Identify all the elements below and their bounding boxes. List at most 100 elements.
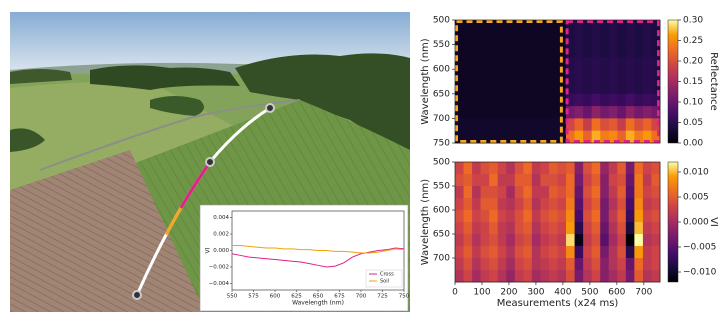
x-tick-label: 600 — [608, 288, 625, 298]
heatmap-cell — [463, 198, 473, 211]
heatmap-cell — [540, 32, 550, 45]
heatmap-cell — [540, 246, 550, 259]
heatmap-cell — [480, 106, 490, 119]
heatmap-cell — [617, 81, 627, 95]
heatmap-cell — [506, 210, 516, 223]
heatmap-cell — [548, 222, 558, 235]
heatmap-cell — [608, 234, 618, 247]
heatmap-cell — [548, 210, 558, 223]
heatmap-cell — [548, 81, 558, 95]
heatmap-cell — [523, 222, 533, 235]
heatmap-cell — [608, 81, 618, 95]
heatmap-cell — [523, 198, 533, 211]
colorbar-tick-label: 0.15 — [683, 77, 703, 87]
heatmap-cell — [523, 20, 533, 33]
heatmap-cell — [540, 258, 550, 271]
colorbar — [667, 161, 679, 283]
heatmap-cell — [463, 246, 473, 259]
heatmap-cell — [531, 20, 541, 33]
heatmap-cell — [574, 198, 584, 211]
y-tick-label: 0.004 — [213, 215, 229, 221]
heatmap-cell — [514, 130, 524, 144]
heatmap-cell — [634, 234, 644, 247]
heatmap-cell — [514, 44, 524, 58]
heatmap-cell — [523, 44, 533, 58]
heatmap-cell — [608, 20, 618, 33]
heatmap-cell — [608, 198, 618, 211]
heatmap-cell — [574, 93, 584, 107]
heatmap-cell — [651, 210, 661, 223]
heatmap-cell — [472, 198, 482, 211]
heatmap-cell — [625, 106, 635, 119]
heatmap-cell — [591, 32, 601, 45]
heatmap-cell — [480, 44, 490, 58]
heatmap-cell — [531, 210, 541, 223]
heatmap-cell — [506, 130, 516, 144]
heatmap-cell — [591, 258, 601, 271]
y-axis-label: Wavelength (nm) — [420, 179, 431, 265]
heatmap-cell — [591, 246, 601, 259]
heatmap-cell — [566, 32, 575, 45]
heatmap-cell — [540, 234, 550, 247]
heatmap-cell — [531, 106, 541, 119]
heatmap-cell — [506, 20, 516, 33]
heatmap-cell — [523, 246, 533, 259]
heatmap-cell — [472, 258, 482, 271]
heatmap-cell — [548, 106, 558, 119]
heatmap-cell — [557, 162, 567, 175]
heatmap-cell — [574, 56, 584, 70]
heatmap-cell — [651, 246, 661, 259]
colorbar-tick-label: 0.10 — [683, 98, 703, 108]
heatmap-cell — [523, 186, 533, 199]
heatmap-cell — [625, 69, 635, 82]
y-axis-label: Wavelength (nm) — [420, 38, 431, 124]
heatmap-cell — [531, 186, 541, 199]
heatmap-cell — [617, 118, 627, 132]
heatmap-cell — [566, 93, 575, 107]
heatmap-cell — [617, 32, 627, 45]
heatmap-cell — [600, 210, 610, 223]
heatmap-cell — [566, 56, 575, 70]
heatmap-cell — [455, 44, 464, 58]
heatmap-cell — [634, 56, 644, 70]
heatmap-cell — [472, 130, 482, 144]
colorbar-tick-label: 0.05 — [683, 118, 703, 128]
colorbar-label: VI — [708, 217, 719, 227]
heatmap-cell — [548, 174, 558, 187]
x-tick-label: 400 — [554, 288, 571, 298]
heatmap-cell — [540, 162, 550, 175]
heatmap-cell — [548, 32, 558, 45]
y-tick-label: 750 — [433, 139, 450, 149]
heatmap-cell — [651, 56, 661, 70]
heatmap-cell — [489, 198, 499, 211]
heatmap-cell — [642, 210, 652, 223]
heatmap-cell — [472, 81, 482, 95]
series-line — [232, 245, 405, 254]
heatmap-cell — [480, 222, 490, 235]
colorbar-tick-label: 0.000 — [683, 218, 709, 228]
heatmap-cell — [489, 44, 499, 58]
heatmap-cell — [506, 234, 516, 247]
heatmap-cell — [531, 32, 541, 45]
heatmap-cell — [634, 44, 644, 58]
heatmap-cell — [574, 258, 584, 271]
heatmap-cell — [540, 186, 550, 199]
heatmap-cell — [634, 118, 644, 132]
heatmap-cell — [591, 186, 601, 199]
y-tick-label: 500 — [433, 158, 450, 168]
heatmap-cell — [651, 118, 661, 132]
heatmap-cell — [634, 81, 644, 95]
heatmap-cell — [642, 234, 652, 247]
heatmap-cell — [574, 130, 584, 144]
heatmap-cell — [472, 162, 482, 175]
heatmap-cell — [608, 118, 618, 132]
heatmap-cell — [472, 174, 482, 187]
heatmap-cell — [480, 210, 490, 223]
heatmap-cell — [574, 32, 584, 45]
heatmap-cell — [455, 106, 464, 119]
heatmap-cell — [600, 258, 610, 271]
heatmap-cell — [566, 246, 575, 259]
heatmap-cell — [523, 210, 533, 223]
heatmap-cell — [600, 56, 610, 70]
heatmap-cell — [463, 210, 473, 223]
